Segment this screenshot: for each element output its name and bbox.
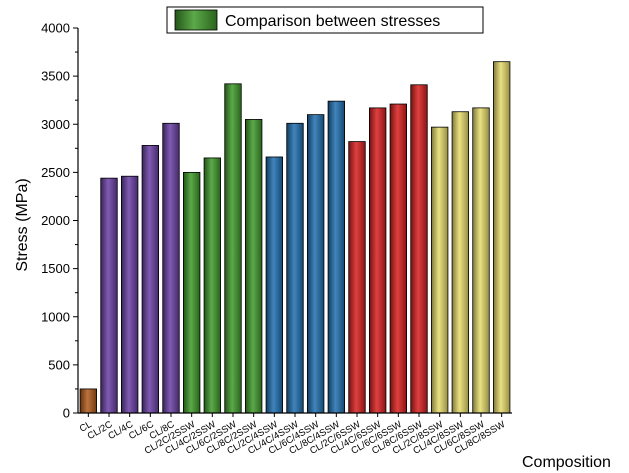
bar-cl-8c-6ssw xyxy=(410,84,428,414)
bar-cl-4c-2ssw xyxy=(203,157,222,414)
bar-cl-8c-4ssw xyxy=(327,100,346,414)
legend: Comparison between stresses xyxy=(166,6,484,34)
y-tick-label: 3000 xyxy=(41,117,70,132)
x-axis: CLCL/2CCL/4CCL/6CCL/8CCL/2C/2SSWCL/4C/2S… xyxy=(78,412,512,457)
y-tick-label: 4000 xyxy=(41,21,70,36)
bar-cl-6c xyxy=(141,145,160,414)
legend-label: Comparison between stresses xyxy=(225,13,440,30)
legend-box xyxy=(166,6,484,34)
bar-cl xyxy=(79,388,98,414)
bar-cl-2c-6ssw xyxy=(348,141,366,414)
bar-cl-2c-8ssw xyxy=(430,126,449,414)
y-tick-label: 3500 xyxy=(41,69,70,84)
x-tick-label: CL xyxy=(78,419,94,435)
y-tick-label: 2500 xyxy=(41,165,70,180)
bar-cl-6c-2ssw xyxy=(224,83,242,414)
y-tick-label: 2000 xyxy=(41,213,70,228)
y-axis: 0 500 1000 1500 2000 2500 3000 3500 4000 xyxy=(41,21,79,421)
bar-cl-2c-4ssw xyxy=(265,156,284,414)
bars-group xyxy=(79,61,511,414)
bar-cl-6c-6ssw xyxy=(389,103,408,414)
bar-cl-8c-2ssw xyxy=(244,119,263,414)
bar-cl-6c-8ssw xyxy=(472,107,490,414)
bar-cl-6c-4ssw xyxy=(306,114,325,414)
bar-cl-8c xyxy=(162,122,180,414)
y-tick-label: 500 xyxy=(48,357,70,372)
bar-cl-2c xyxy=(100,177,118,414)
bar-cl-4c-6ssw xyxy=(368,107,387,414)
bar-cl-4c xyxy=(121,175,139,414)
bar-cl-4c-4ssw xyxy=(286,122,304,414)
bar-cl-4c-8ssw xyxy=(451,111,470,414)
y-tick-label: 0 xyxy=(63,406,70,421)
x-axis-title: Composition xyxy=(522,454,611,471)
bar-cl-2c-2ssw xyxy=(182,171,201,414)
y-tick-label: 1000 xyxy=(41,309,70,324)
legend-swatch xyxy=(174,9,218,31)
bar-cl-8c-8ssw xyxy=(492,61,511,414)
y-tick-label: 1500 xyxy=(41,261,70,276)
y-axis-title: Stress (MPa) xyxy=(14,178,31,271)
